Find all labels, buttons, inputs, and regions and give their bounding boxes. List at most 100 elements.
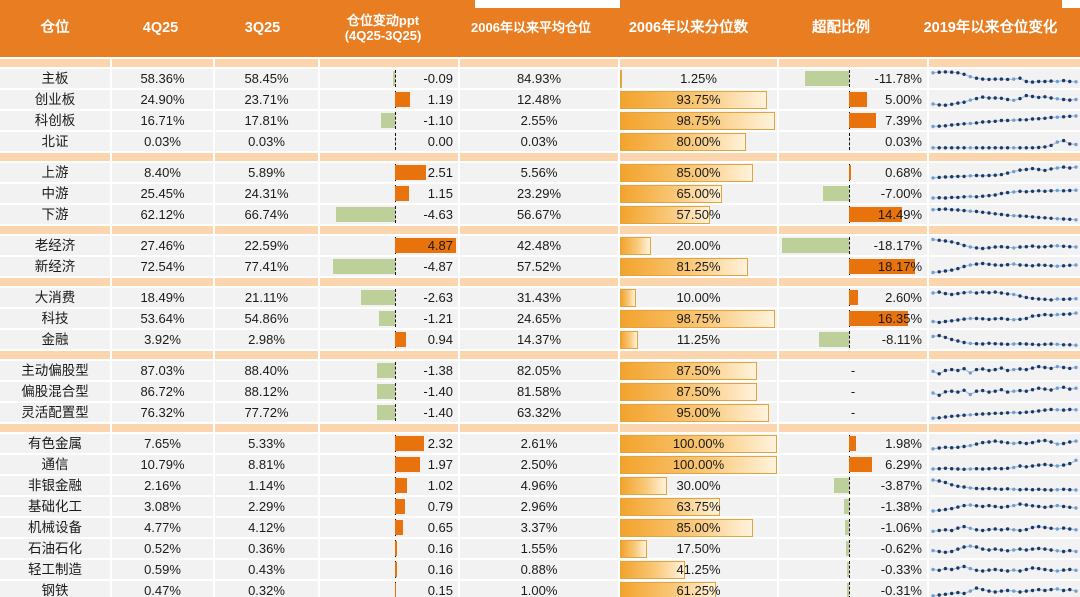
average-value: 2.96% <box>520 499 558 514</box>
separator-cell <box>215 351 318 359</box>
average-cell: 56.67% <box>460 205 618 224</box>
separator-cell <box>215 424 318 432</box>
q4-value: 87.03% <box>140 363 185 378</box>
overweight-cell: -8.11% <box>779 330 927 349</box>
percentile-bar <box>620 455 777 474</box>
overweight-bar-positive <box>848 311 909 326</box>
percentile-cell: 17.50% <box>620 539 777 558</box>
sparkline-cell <box>929 205 1080 224</box>
row-label: 新经济 <box>34 259 76 274</box>
q4-cell: 0.52% <box>112 539 213 558</box>
overweight-value: 16.35% <box>877 311 922 326</box>
percentile-value: 87.50% <box>676 363 721 378</box>
q3-cell: 2.29% <box>215 497 318 516</box>
change-cell: 1.15 <box>320 184 458 203</box>
separator-cell <box>620 153 777 161</box>
zero-line <box>394 70 396 87</box>
overweight-bar-negative <box>846 541 849 556</box>
change-cell: -1.38 <box>320 361 458 380</box>
separator-cell <box>320 59 458 67</box>
overweight-cell: -0.62% <box>779 539 927 558</box>
sparkline-cell <box>929 382 1080 401</box>
average-value: 24.65% <box>516 311 562 326</box>
overweight-bar-negative <box>844 520 849 535</box>
average-cell: 4.96% <box>460 476 618 495</box>
separator-cell <box>215 59 318 67</box>
table-row: 基础化工 3.08% 2.29% 0.79 2.96% 63.75% -1.38% <box>0 497 1080 516</box>
change-value: -4.87 <box>423 259 453 274</box>
q3-value: 8.81% <box>248 457 285 472</box>
overweight-value: 2.60% <box>885 290 922 305</box>
change-bar-positive <box>394 478 408 493</box>
percentile-bar <box>620 288 636 307</box>
row-label: 创业板 <box>34 92 76 107</box>
q4-cell: 53.64% <box>112 309 213 328</box>
average-value: 12.48% <box>516 92 562 107</box>
q4-cell: 0.59% <box>112 560 213 579</box>
q3-cell: 1.14% <box>215 476 318 495</box>
change-cell: 4.87 <box>320 236 458 255</box>
change-cell: 0.15 <box>320 581 458 597</box>
overweight-cell: 0.68% <box>779 163 927 182</box>
change-bar-negative <box>335 207 395 222</box>
change-cell: 0.79 <box>320 497 458 516</box>
label-cell: 偏股混合型 <box>0 382 110 401</box>
table-row: 非银金融 2.16% 1.14% 1.02 4.96% 30.00% -3.87% <box>0 476 1080 495</box>
separator-cell <box>0 153 110 161</box>
percentile-bar <box>620 361 758 380</box>
average-value: 1.00% <box>520 583 558 597</box>
q3-cell: 5.33% <box>215 434 318 453</box>
q4-value: 3.08% <box>144 499 181 514</box>
change-bar-positive <box>394 186 410 201</box>
q3-value: 66.74% <box>244 207 289 222</box>
change-cell: 2.32 <box>320 434 458 453</box>
q3-cell: 58.45% <box>215 69 318 88</box>
q4-cell: 87.03% <box>112 361 213 380</box>
average-value: 2.55% <box>520 113 558 128</box>
percentile-cell: 57.50% <box>620 205 777 224</box>
q4-value: 76.32% <box>140 405 185 420</box>
q3-cell: 8.81% <box>215 455 318 474</box>
percentile-bar <box>620 403 770 422</box>
q3-value: 4.12% <box>248 520 285 535</box>
average-value: 0.03% <box>520 134 558 149</box>
change-cell: -1.40 <box>320 403 458 422</box>
q4-cell: 76.32% <box>112 403 213 422</box>
change-bar-positive <box>394 92 410 107</box>
sparkline-cell <box>929 90 1080 109</box>
q3-value: 58.45% <box>244 71 289 86</box>
q4-cell: 86.72% <box>112 382 213 401</box>
row-label: 北证 <box>41 134 69 149</box>
zero-line <box>848 561 850 578</box>
header-4q25: 4Q25 <box>142 20 179 37</box>
sparkline-cell <box>929 476 1080 495</box>
overweight-value: - <box>850 363 856 378</box>
average-cell: 12.48% <box>460 90 618 109</box>
change-cell: -4.63 <box>320 205 458 224</box>
sparkline-cell <box>929 288 1080 307</box>
q4-value: 86.72% <box>140 384 185 399</box>
header-change: 仓位变动ppt (4Q25-3Q25) <box>344 12 422 43</box>
separator-cell <box>779 351 927 359</box>
average-value: 23.29% <box>516 186 562 201</box>
average-cell: 3.37% <box>460 518 618 537</box>
overweight-bar-positive <box>848 113 876 128</box>
percentile-bar <box>620 382 758 401</box>
overweight-cell: 1.98% <box>779 434 927 453</box>
separator-cell <box>620 226 777 234</box>
percentile-value: 98.75% <box>676 311 721 326</box>
overweight-bar-negative <box>834 478 849 493</box>
overweight-cell: 18.17% <box>779 257 927 276</box>
table-row: 通信 10.79% 8.81% 1.97 2.50% 100.00% 6.29% <box>0 455 1080 474</box>
overweight-value: 6.29% <box>885 457 922 472</box>
average-cell: 14.37% <box>460 330 618 349</box>
header-notch <box>475 0 620 8</box>
average-value: 0.88% <box>520 562 558 577</box>
average-value: 2.61% <box>520 436 558 451</box>
separator-cell <box>779 278 927 286</box>
overweight-bar-negative <box>847 583 849 597</box>
percentile-cell: 10.00% <box>620 288 777 307</box>
label-cell: 科创板 <box>0 111 110 130</box>
sparkline-cell <box>929 111 1080 130</box>
